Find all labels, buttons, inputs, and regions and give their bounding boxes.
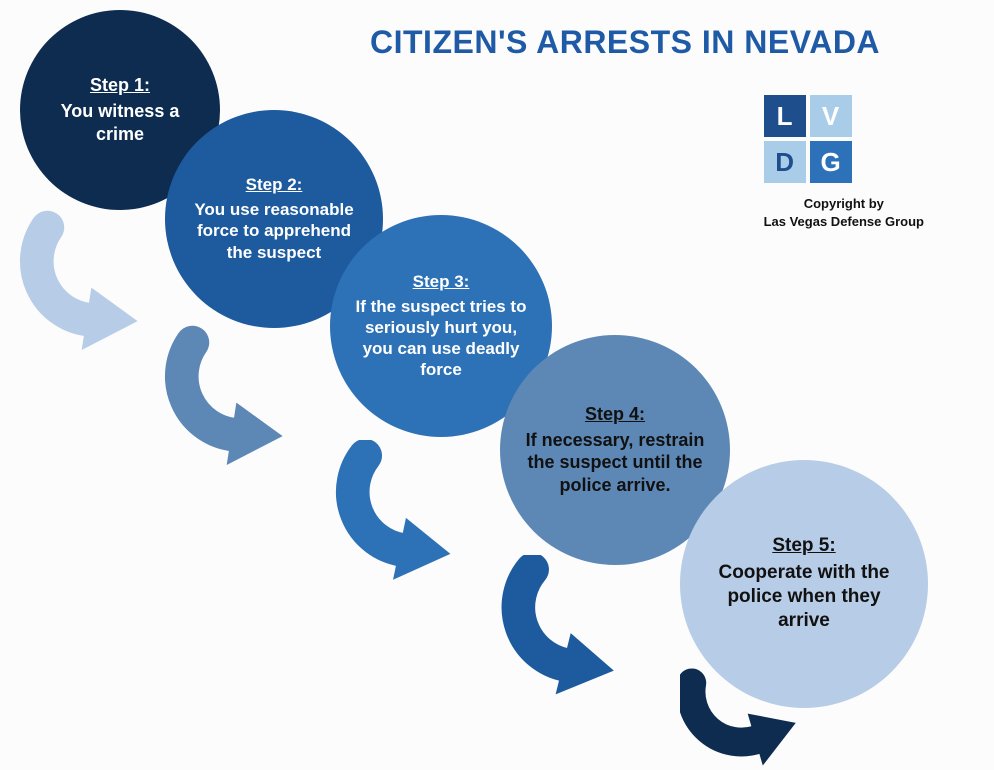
- arrow-2: [160, 325, 300, 465]
- arrow-1: [15, 210, 155, 350]
- step-1-title: Step 1:: [90, 75, 150, 96]
- page-title: CITIZEN'S ARRESTS IN NEVADA: [370, 24, 954, 61]
- step-circle-5: Step 5: Cooperate with the police when t…: [680, 460, 928, 708]
- arrow-3: [330, 440, 470, 580]
- logo-grid: L V D G: [764, 95, 924, 183]
- logo-tile-g: G: [810, 141, 852, 183]
- copyright-line-2: Las Vegas Defense Group: [764, 214, 924, 229]
- step-3-body: If the suspect tries to seriously hurt y…: [350, 296, 532, 381]
- step-4-title: Step 4:: [585, 404, 645, 425]
- logo-tile-v: V: [810, 95, 852, 137]
- copyright-line-1: Copyright by: [804, 196, 884, 211]
- copyright-text: Copyright by Las Vegas Defense Group: [764, 195, 924, 230]
- logo-tile-d: D: [764, 141, 806, 183]
- step-2-body: You use reasonable force to apprehend th…: [185, 199, 363, 263]
- step-3-title: Step 3:: [413, 272, 470, 292]
- step-1-body: You witness a crime: [40, 100, 200, 145]
- step-4-body: If necessary, restrain the suspect until…: [520, 429, 710, 497]
- step-5-body: Cooperate with the police when they arri…: [700, 561, 908, 632]
- logo-block: L V D G Copyright by Las Vegas Defense G…: [764, 95, 924, 230]
- arrow-4: [495, 555, 635, 695]
- step-5-title: Step 5:: [772, 535, 835, 557]
- step-2-title: Step 2:: [246, 175, 303, 195]
- logo-tile-l: L: [764, 95, 806, 137]
